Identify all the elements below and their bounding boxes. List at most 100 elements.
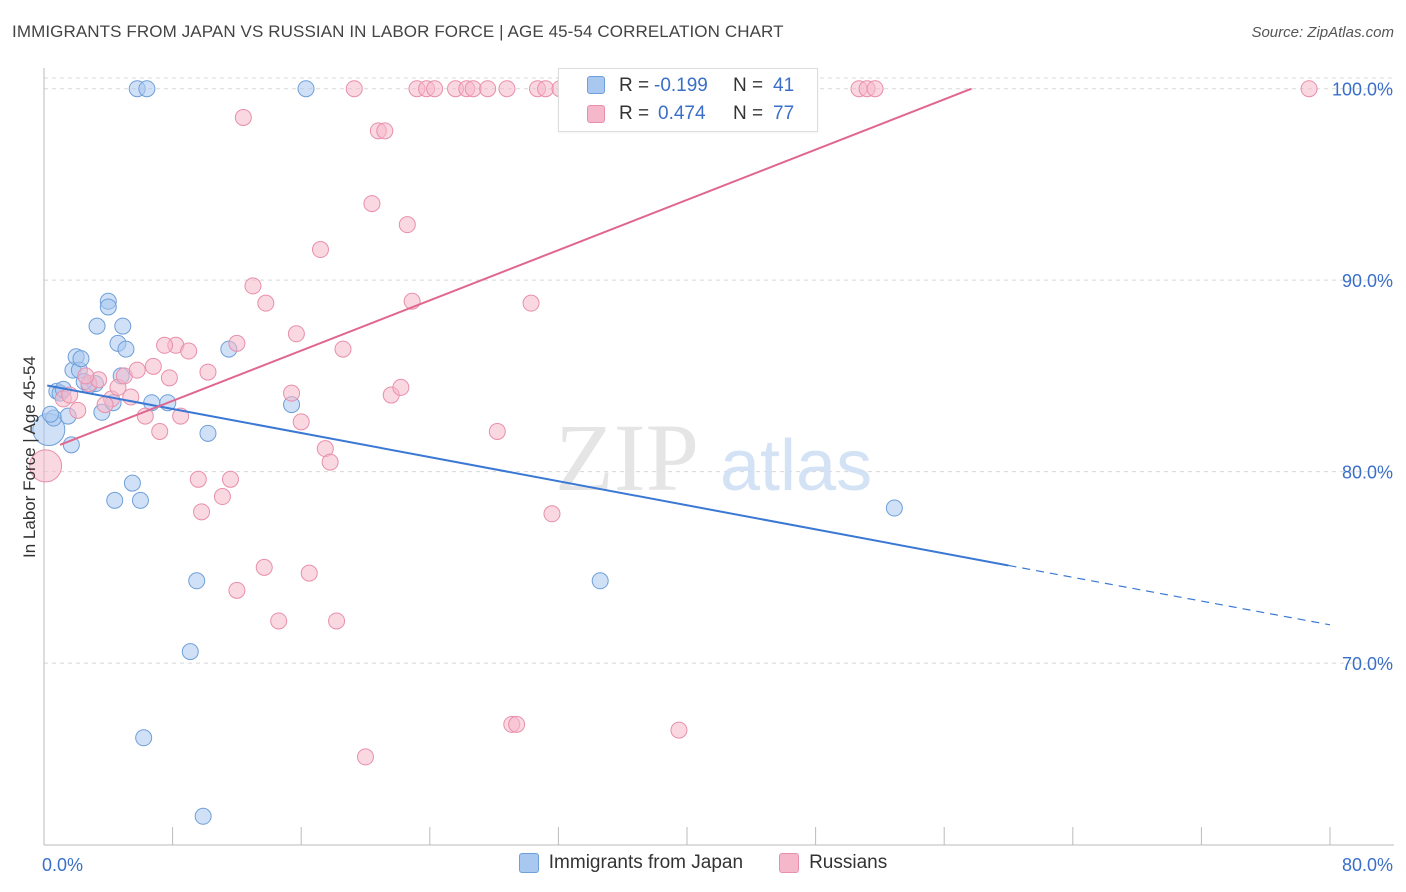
russian-point[interactable] [77, 367, 95, 385]
y-tick-labels: 70.0% 80.0% 90.0% 100.0% [1332, 80, 1393, 674]
japan-r-label: R = [619, 75, 650, 96]
japan-point[interactable] [181, 643, 199, 661]
chart-title: IMMIGRANTS FROM JAPAN VS RUSSIAN IN LABO… [12, 22, 784, 41]
japan-trend-extension [1008, 564, 1331, 626]
japan-point[interactable] [72, 350, 90, 368]
russian-point[interactable] [128, 361, 146, 379]
russian-point[interactable] [244, 277, 262, 295]
y-tick-label: 70.0% [1342, 654, 1393, 674]
russian-point[interactable] [311, 241, 329, 259]
russian-point[interactable] [292, 413, 310, 431]
japan-point[interactable] [117, 340, 135, 358]
watermark: ZIP atlas [555, 404, 872, 511]
japan-point[interactable] [199, 424, 217, 442]
x-tick-label: 80.0% [1342, 855, 1393, 875]
russian-point[interactable] [392, 378, 410, 396]
russian-point[interactable] [334, 340, 352, 358]
legend-item-japan[interactable]: Immigrants from Japan [518, 852, 743, 874]
japan-point[interactable] [123, 474, 141, 492]
russian-n-value: 77 [773, 103, 795, 124]
russian-point[interactable] [328, 612, 346, 630]
russian-point[interactable] [464, 80, 482, 98]
russian-point[interactable] [479, 80, 497, 98]
russian-point[interactable] [398, 216, 416, 234]
russian-point[interactable] [228, 334, 246, 352]
russian-point[interactable] [69, 401, 87, 419]
russian-point[interactable] [255, 558, 273, 576]
russian-point[interactable] [300, 564, 318, 582]
russian-point[interactable] [321, 453, 339, 471]
russian-point[interactable] [189, 470, 207, 488]
russian-point[interactable] [498, 80, 516, 98]
russian-point[interactable] [488, 422, 506, 440]
russian-point[interactable] [144, 357, 162, 375]
legend-item-russians[interactable]: Russians [779, 852, 887, 874]
japan-point[interactable] [106, 491, 124, 509]
japan-swatch [587, 76, 605, 94]
russian-swatch [587, 105, 605, 123]
russian-point[interactable] [426, 80, 444, 98]
legend-label-russians: Russians [809, 852, 888, 873]
series-legend: Immigrants from Japan Russians [0, 852, 1406, 874]
russian-point[interactable] [160, 369, 178, 387]
russian-point[interactable] [283, 384, 301, 402]
russian-point[interactable] [376, 122, 394, 140]
japan-point[interactable] [138, 80, 156, 98]
y-tick-label: 90.0% [1342, 271, 1393, 291]
scatter-points [29, 80, 1318, 825]
russian-point[interactable] [180, 342, 198, 360]
japan-point[interactable] [135, 729, 153, 747]
russian-point[interactable] [213, 488, 231, 506]
russian-point[interactable] [1300, 80, 1318, 98]
russian-point[interactable] [357, 748, 374, 766]
japan-point[interactable] [194, 807, 212, 825]
russian-point[interactable] [345, 80, 363, 98]
japan-point[interactable] [88, 317, 106, 335]
japan-point[interactable] [62, 436, 80, 454]
russian-point[interactable] [522, 294, 540, 312]
russian-point[interactable] [199, 363, 217, 381]
russian-point[interactable] [221, 470, 239, 488]
x-tick-label: 0.0% [42, 855, 83, 875]
russian-point[interactable] [151, 422, 169, 440]
russian-point[interactable] [543, 505, 561, 523]
y-tick-label: 80.0% [1342, 463, 1393, 483]
russian-point[interactable] [670, 721, 688, 739]
japan-n-value: 41 [773, 75, 795, 96]
source-label: Source: ZipAtlas.com [1251, 24, 1394, 41]
japan-point[interactable] [885, 499, 903, 517]
russian-point[interactable] [29, 449, 63, 483]
japan-point[interactable] [297, 80, 315, 98]
japan-point[interactable] [131, 491, 149, 509]
japan-point[interactable] [188, 572, 206, 590]
japan-point[interactable] [591, 572, 609, 590]
russian-point[interactable] [228, 581, 246, 599]
russian-point[interactable] [234, 108, 252, 126]
russian-r-value: 0.474 [658, 103, 706, 124]
russian-point[interactable] [156, 336, 174, 354]
trend-lines [47, 87, 1331, 626]
russian-point[interactable] [270, 612, 288, 630]
russian-point[interactable] [866, 80, 884, 98]
russian-point[interactable] [287, 325, 305, 343]
russian-point[interactable] [257, 294, 275, 312]
japan-trend-line [47, 384, 1009, 567]
russian-r-label: R = [619, 103, 650, 124]
russian-point[interactable] [363, 195, 381, 213]
japan-point[interactable] [41, 405, 59, 423]
japan-n-label: N = [733, 75, 764, 96]
russian-trend-line [59, 87, 972, 446]
japan-point[interactable] [114, 317, 132, 335]
y-tick-label: 100.0% [1332, 80, 1393, 100]
russian-point[interactable] [193, 503, 211, 521]
japan-r-value: -0.199 [654, 75, 708, 96]
russian-point[interactable] [96, 396, 114, 414]
legend-swatch-japan [518, 853, 539, 873]
grid-lines [44, 77, 1394, 664]
legend-swatch-russians [779, 853, 800, 873]
japan-point[interactable] [99, 298, 117, 316]
x-tick-labels: 0.0% 80.0% [42, 855, 1393, 875]
russian-point[interactable] [508, 715, 526, 733]
russian-point[interactable] [537, 80, 555, 98]
